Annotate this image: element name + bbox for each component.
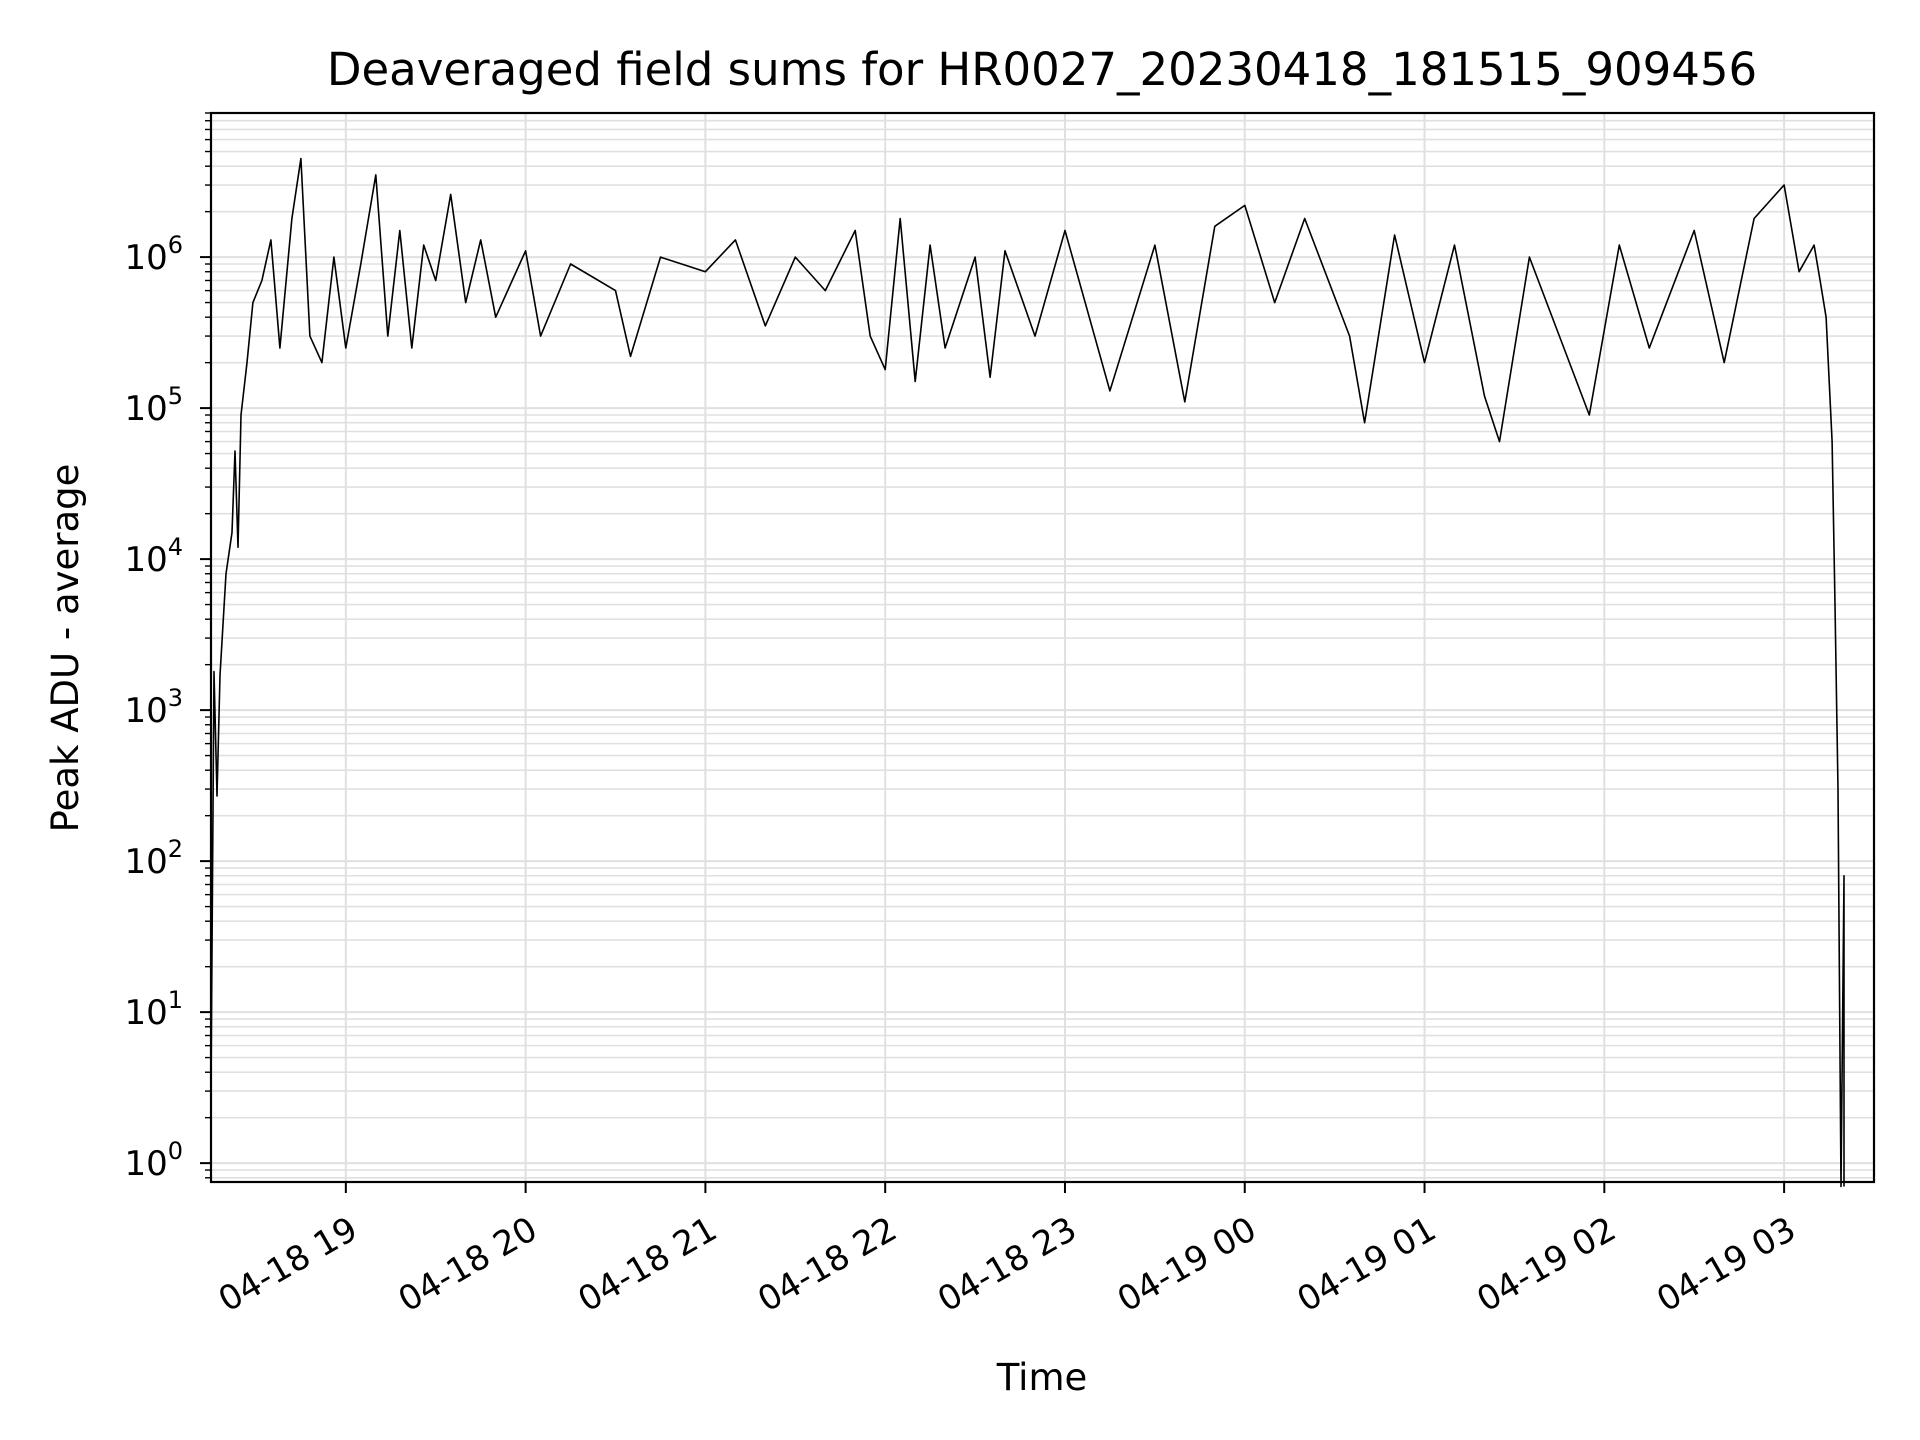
y-tick-label: 103	[124, 684, 183, 731]
x-axis-label: Time	[996, 1356, 1088, 1399]
grid-layer	[211, 112, 1874, 1182]
y-tick-label: 106	[124, 231, 183, 278]
y-tick-label: 101	[124, 986, 183, 1033]
chart-title: Deaveraged field sums for HR0027_2023041…	[327, 43, 1757, 96]
series-layer	[210, 157, 1845, 1188]
plot-frame	[209, 111, 1876, 1184]
series-line	[210, 157, 1845, 1188]
y-tick-label: 102	[124, 835, 183, 882]
y-axis-label: Peak ADU - average	[44, 464, 87, 833]
y-tick-label: 100	[124, 1137, 183, 1184]
y-tick-label: 105	[124, 382, 183, 429]
y-tick-label: 104	[124, 533, 183, 580]
